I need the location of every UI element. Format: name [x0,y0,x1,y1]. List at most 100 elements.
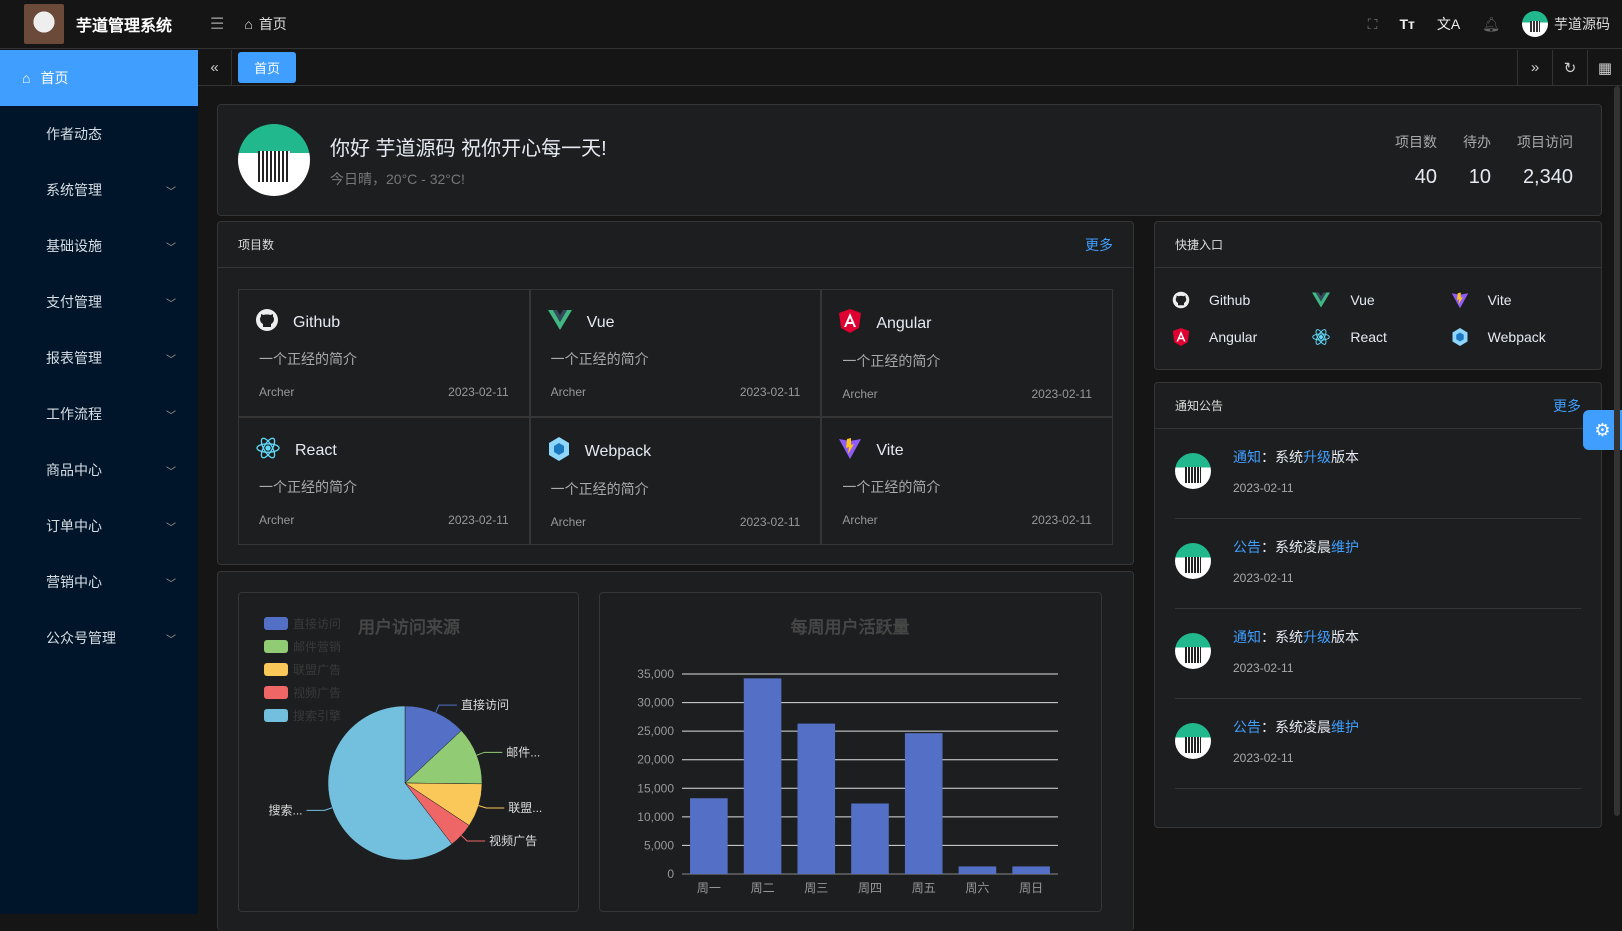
legend-label[interactable]: 邮件营销 [293,640,341,654]
legend-swatch[interactable] [264,640,288,653]
legend-label[interactable]: 联盟广告 [293,663,341,677]
legend-swatch[interactable] [264,686,288,699]
stat-value: 10 [1468,165,1491,188]
quick-entry-item[interactable]: React [1308,324,1447,350]
chevron-down-icon: ﹀ [166,522,176,534]
y-tick-label: 0 [667,867,674,881]
breadcrumb-home[interactable]: 首页 [258,16,287,32]
project-card[interactable]: React 一个正经的简介 Archer 2023-02-11 [238,417,530,545]
slice-label-line [478,805,505,809]
project-name: React [295,441,337,459]
legend-label[interactable]: 视频广告 [293,685,341,700]
quick-entry-label: Angular [1209,329,1258,345]
notice-item[interactable]: 公告：系统凌晨维护 2023-02-11 [1175,699,1581,789]
notice-text: 系统凌晨 [1275,539,1331,555]
project-card[interactable]: Angular 一个正经的简介 Archer 2023-02-11 [821,289,1113,417]
bar[interactable] [797,723,836,874]
sidebar-item[interactable]: 报表管理 ﹀ [0,330,198,386]
slice-label-line [476,751,503,756]
stat-label: 项目数 [1395,133,1437,150]
quick-entry-item[interactable]: Github [1169,288,1308,312]
breadcrumb[interactable]: ⌂ 首页 [244,14,286,34]
y-tick-label: 35,000 [637,667,674,681]
project-author: Archer [259,385,295,399]
quick-entry-card: 快捷入口 Github Vue Vite Angular React Webpack [1154,221,1602,370]
chevron-down-icon: ﹀ [166,410,176,422]
font-size-icon[interactable]: Tт [1399,16,1415,32]
projects-more-link[interactable]: 更多 [1085,236,1113,253]
sidebar-item[interactable]: 订单中心 ﹀ [0,498,198,554]
legend-label[interactable]: 直接访问 [293,616,341,631]
projects-title: 项目数 [238,238,275,252]
notice-type[interactable]: 公告 [1233,539,1261,555]
project-name: Angular [876,314,932,332]
bar[interactable] [904,733,943,874]
fullscreen-icon[interactable]: ⛶ [1367,15,1378,32]
pie-slice[interactable] [404,705,462,784]
y-tick-label: 5,000 [644,838,674,852]
legend-label[interactable]: 搜索引擎 [293,708,341,723]
project-card[interactable]: Vue 一个正经的简介 Archer 2023-02-11 [529,289,822,417]
page-scrollbar[interactable] [1614,86,1620,816]
sidebar-item[interactable]: ⌂ 首页 [0,50,198,106]
quick-entry-item[interactable]: Webpack [1448,324,1587,350]
scroll-left-button[interactable]: « [198,49,232,86]
notice-item[interactable]: 公告：系统凌晨维护 2023-02-11 [1175,519,1581,609]
bar[interactable] [743,678,782,874]
quick-entry-item[interactable]: Angular [1169,324,1308,350]
project-card[interactable]: Github 一个正经的简介 Archer 2023-02-11 [238,289,530,417]
notice-more-link[interactable]: 更多 [1553,397,1581,414]
user-menu[interactable]: 芋道源码 [1522,11,1610,37]
legend-swatch[interactable] [264,617,288,630]
menu-collapse-icon[interactable]: ☰ [210,16,225,33]
tab-home[interactable]: 首页 [238,52,297,83]
scroll-right-button[interactable]: » [1517,49,1552,86]
quick-entry-item[interactable]: Vite [1448,288,1587,312]
notice-type[interactable]: 公告 [1233,719,1261,735]
bar[interactable] [851,803,889,874]
notice-keyword: 维护 [1331,539,1359,555]
legend-swatch[interactable] [264,663,288,676]
pie-chart: 用户访问来源直接访问邮件营销联盟广告视频广告搜索引擎直接访问邮件...联盟...… [264,616,542,861]
sidebar-item[interactable]: 基础设施 ﹀ [0,218,198,274]
bar[interactable] [690,798,728,874]
projects-card: 项目数 更多 Github 一个正经的简介 Archer 2023-02-11 Vue… [217,221,1134,565]
sidebar-item[interactable]: 系统管理 ﹀ [0,162,198,218]
project-card[interactable]: Webpack 一个正经的简介 Archer 2023-02-11 [529,417,822,545]
translate-icon[interactable]: 文A [1436,16,1461,32]
slice-label: 视频广告 [489,833,537,848]
bell-icon[interactable]: 🔔︎ [1482,15,1500,32]
vite-icon [1451,291,1469,309]
bar[interactable] [958,866,997,874]
project-name: Webpack [584,442,652,460]
notice-item[interactable]: 通知：系统升级版本 2023-02-11 [1175,609,1581,699]
notice-type[interactable]: 通知 [1233,629,1261,645]
notice-item[interactable]: 通知：系统升级版本 2023-02-11 [1175,429,1581,519]
sidebar-item[interactable]: 工作流程 ﹀ [0,386,198,442]
pie-slice[interactable] [404,730,483,785]
chevron-down-icon: ﹀ [166,242,176,254]
sidebar-item[interactable]: 作者动态 [0,106,198,162]
x-tick-label: 周六 [965,881,989,895]
legend-swatch[interactable] [264,709,288,722]
refresh-button[interactable]: ↻ [1552,49,1587,86]
notice-date: 2023-02-11 [1233,661,1294,675]
avatar [1522,11,1548,37]
chevron-down-icon: ﹀ [166,298,176,310]
quick-entry-item[interactable]: Vue [1308,288,1447,312]
project-card[interactable]: Vite 一个正经的简介 Archer 2023-02-11 [821,417,1113,545]
sidebar-item-label: 支付管理 [46,294,102,310]
sidebar-item-label: 营销中心 [46,574,102,590]
sidebar-item[interactable]: 支付管理 ﹀ [0,274,198,330]
bar[interactable] [1012,866,1050,874]
sidebar-item[interactable]: 商品中心 ﹀ [0,442,198,498]
y-tick-label: 10,000 [637,810,674,824]
logo[interactable]: 芋道管理系统 [0,4,198,44]
sidebar-item[interactable]: 营销中心 ﹀ [0,554,198,610]
vue-icon [547,308,573,337]
tab-menu-button[interactable]: ▦ [1587,49,1622,86]
notice-type[interactable]: 通知 [1233,449,1261,465]
notice-card: 通知公告 更多 通知：系统升级版本 2023-02-11 公告：系统凌晨维护 2023-… [1154,382,1602,828]
sidebar-item[interactable]: 公众号管理 ﹀ [0,610,198,666]
sidebar-item-label: 报表管理 [46,350,102,366]
